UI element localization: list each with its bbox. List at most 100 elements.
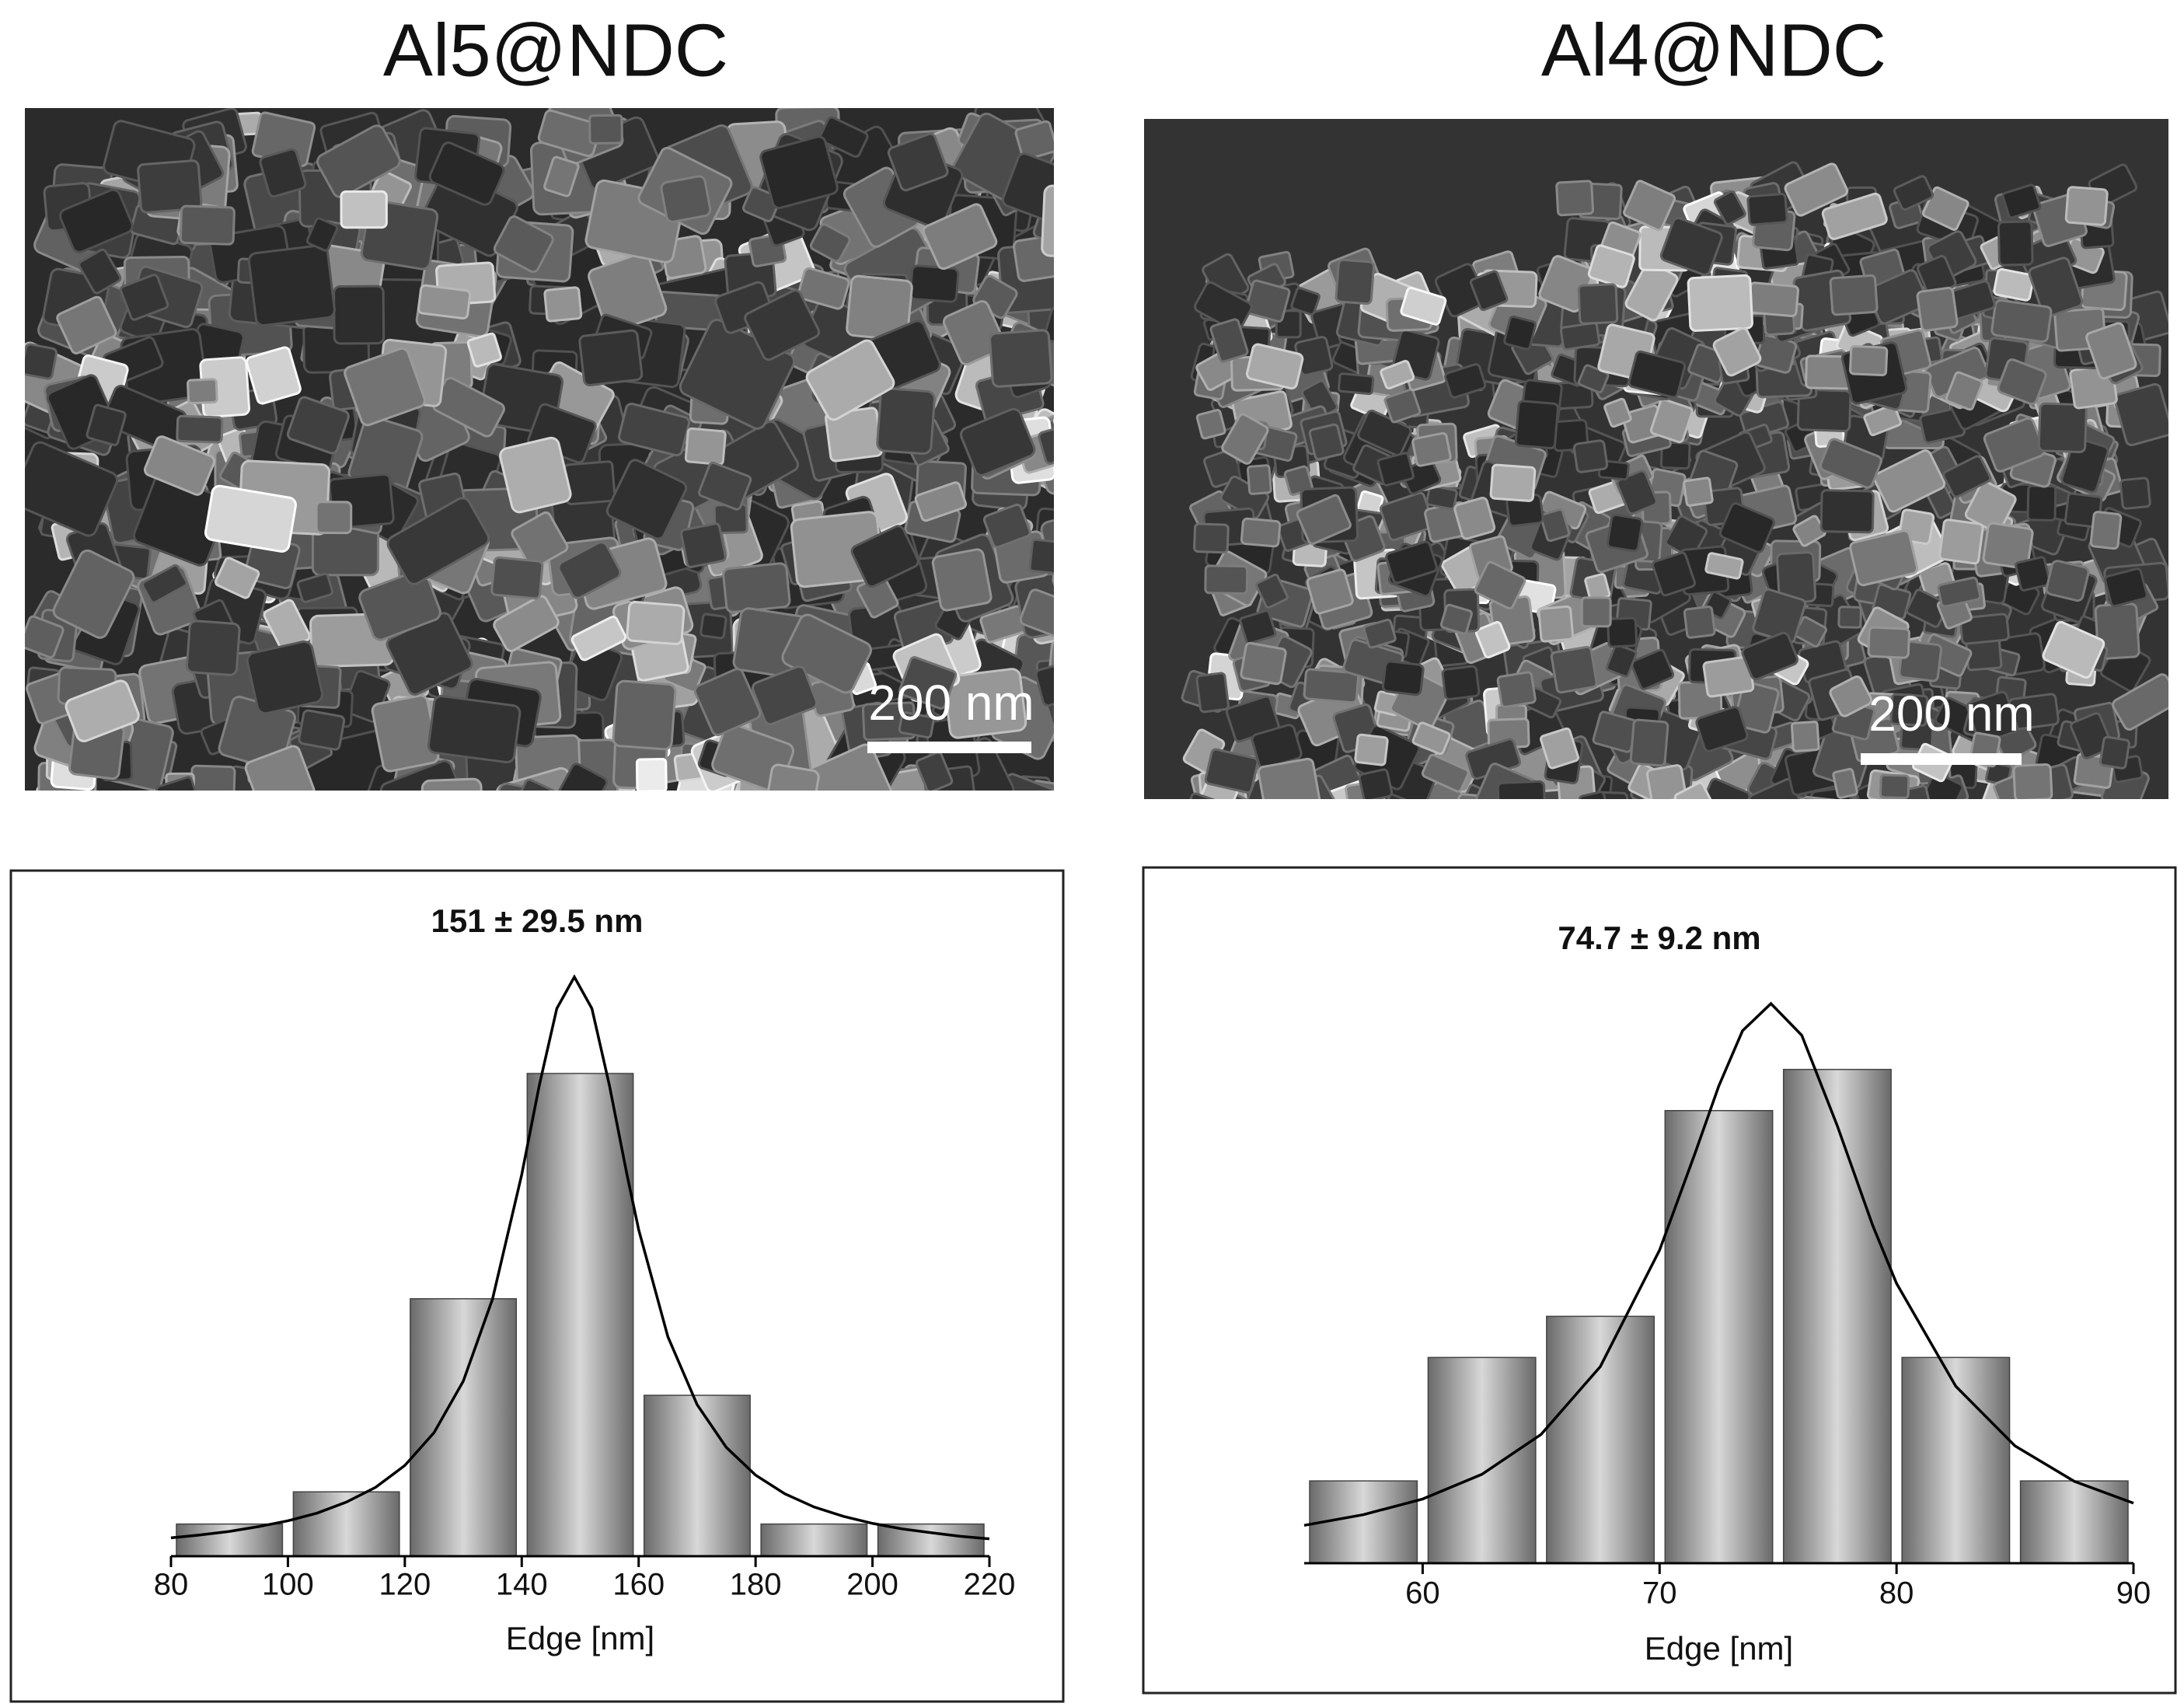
crystal	[1221, 413, 1269, 465]
crystal	[1578, 791, 1610, 799]
crystal	[1204, 564, 1249, 595]
crystal	[186, 620, 241, 676]
panel-title: Al5@NDC	[383, 9, 728, 92]
crystal	[1593, 799, 1647, 852]
crystal	[1629, 718, 1669, 767]
crystal	[1796, 388, 1852, 433]
bar	[1664, 1109, 1774, 1564]
crystal	[2042, 620, 2106, 679]
crystal	[1290, 287, 1321, 316]
crystal	[25, 441, 119, 537]
crystal	[1659, 217, 1723, 276]
bar	[877, 1523, 985, 1557]
crystal	[1942, 455, 1992, 498]
crystal	[1873, 449, 1946, 513]
crystal	[1503, 315, 1537, 351]
crystal	[1821, 192, 1888, 240]
crystal	[493, 595, 560, 652]
chart-title: 74.7 ± 9.2 nm	[1558, 920, 1760, 956]
crystal	[386, 497, 490, 585]
crystal	[850, 525, 919, 588]
crystal	[1784, 162, 1849, 217]
crystal	[1042, 651, 1054, 723]
crystal	[1809, 786, 1856, 799]
crystal	[85, 403, 127, 446]
crystal	[1444, 363, 1487, 399]
crystal	[1603, 397, 1632, 428]
crystal	[1358, 768, 1394, 799]
crystal	[1837, 606, 1862, 629]
x-tick-label: 80	[1879, 1576, 1914, 1611]
crystal	[1623, 180, 1676, 232]
crystal	[1687, 274, 1753, 332]
crystal	[428, 141, 505, 206]
x-tick-label: 120	[379, 1568, 431, 1602]
bar	[410, 1298, 518, 1557]
crystal	[1578, 364, 1610, 394]
crystal	[2012, 763, 2053, 799]
crystal	[1425, 484, 1458, 511]
crystal	[1044, 400, 1054, 476]
crystal	[2099, 735, 2130, 770]
crystal	[943, 668, 1027, 739]
crystal	[286, 396, 350, 455]
crystal	[1916, 286, 1959, 332]
crystal	[315, 501, 353, 535]
crystal	[1421, 753, 1470, 793]
crystal	[2037, 402, 2088, 453]
crystal	[809, 223, 851, 263]
crystal	[1712, 327, 1762, 377]
crystal	[187, 378, 218, 405]
crystal	[1945, 371, 1983, 411]
crystal	[1439, 603, 1473, 635]
crystal	[2028, 257, 2084, 318]
crystal	[2064, 186, 2109, 226]
crystal	[543, 155, 580, 197]
crystal	[898, 711, 935, 739]
crystal	[1385, 540, 1438, 585]
crystal	[898, 656, 958, 710]
crystal	[1246, 464, 1272, 495]
crystal	[1514, 801, 1558, 858]
crystal	[1990, 298, 2053, 343]
crystal	[215, 557, 260, 599]
crystal	[563, 460, 616, 506]
crystal	[2085, 322, 2137, 380]
crystal	[1561, 795, 1596, 799]
crystal	[1195, 672, 1230, 714]
crystal	[1053, 704, 1054, 774]
crystal	[52, 549, 135, 639]
crystal	[763, 763, 820, 791]
crystal	[700, 613, 727, 640]
crystal	[1195, 409, 1226, 440]
crystal	[680, 522, 727, 568]
sem-image	[25, 108, 1054, 791]
crystal	[2113, 382, 2168, 447]
crystal	[1441, 665, 1481, 700]
crystal	[555, 763, 609, 791]
crystal	[684, 427, 727, 466]
scale-bar	[1861, 753, 2022, 765]
crystal	[190, 764, 236, 791]
bar	[1901, 1356, 2011, 1564]
crystal	[1043, 306, 1054, 347]
x-axis-label: Edge [nm]	[506, 1620, 654, 1656]
crystal	[2015, 556, 2051, 592]
crystal	[759, 135, 839, 209]
bar	[643, 1395, 751, 1557]
crystal	[693, 668, 762, 737]
crystal	[1540, 727, 1580, 770]
crystal	[2019, 796, 2075, 799]
bar	[2019, 1480, 2129, 1564]
crystal	[1652, 551, 1696, 597]
crystal	[1308, 423, 1345, 461]
crystal	[1718, 502, 1775, 553]
crystal	[982, 503, 1031, 549]
x-tick-label: 140	[496, 1568, 548, 1602]
plot-frame	[1142, 866, 2177, 1695]
crystal	[1997, 358, 2047, 406]
crystal	[744, 288, 821, 361]
crystal	[1540, 508, 1571, 543]
crystal	[119, 274, 169, 321]
crystal	[1819, 489, 1875, 534]
